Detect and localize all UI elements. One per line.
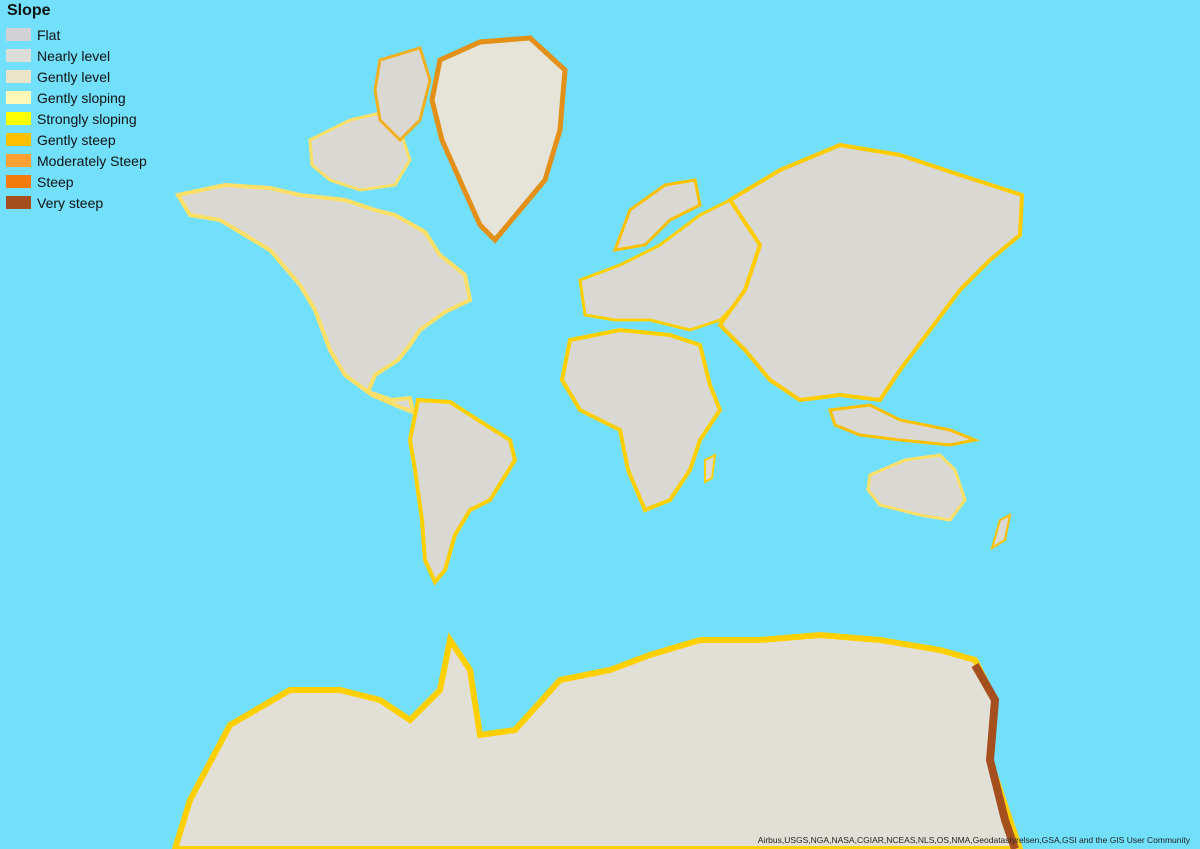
legend-item: Moderately Steep: [6, 150, 147, 171]
legend-items: Flat Nearly level Gently level Gently slopi…: [6, 24, 147, 213]
legend-swatch: [6, 28, 31, 41]
arctic-islands: [308, 110, 412, 192]
legend-swatch: [6, 91, 31, 104]
legend-swatch: [6, 196, 31, 209]
legend-label: Moderately Steep: [37, 152, 147, 169]
legend-item: Strongly sloping: [6, 108, 147, 129]
legend-item: Gently sloping: [6, 87, 147, 108]
legend-item: Flat: [6, 24, 147, 45]
new-zealand: [990, 513, 1012, 551]
north-america: [174, 182, 473, 416]
scandinavia: [612, 178, 702, 252]
asia: [717, 142, 1025, 403]
legend-label: Very steep: [37, 194, 104, 211]
attribution: Airbus,USGS,NGA,NASA,CGIAR,NCEAS,NLS,OS,…: [757, 835, 1190, 845]
legend-swatch: [6, 49, 31, 62]
legend-item: Gently level: [6, 66, 147, 87]
australia: [866, 453, 967, 522]
legend-label: Strongly sloping: [37, 110, 137, 127]
africa: [559, 327, 723, 513]
legend-label: Gently sloping: [37, 89, 126, 106]
legend-label: Gently level: [37, 68, 111, 85]
legend-swatch: [6, 133, 31, 146]
legend: Slope Flat Nearly level Gently level Gently…: [6, 2, 147, 213]
legend-label: Flat: [37, 26, 61, 43]
legend-label: Gently steep: [37, 131, 116, 148]
southeast-asia-islands: [827, 403, 981, 447]
greenland: [429, 35, 568, 244]
legend-item: Gently steep: [6, 129, 147, 150]
legend-title: Slope: [7, 2, 51, 19]
legend-swatch: [6, 154, 31, 167]
legend-item: Very steep: [6, 192, 147, 213]
legend-label: Nearly level: [37, 47, 111, 64]
legend-swatch: [6, 112, 31, 125]
legend-swatch: [6, 70, 31, 83]
antarctic-steep-edge: [971, 663, 1019, 849]
south-america: [407, 397, 518, 586]
legend-swatch: [6, 175, 31, 188]
legend-item: Steep: [6, 171, 147, 192]
legend-item: Nearly level: [6, 45, 147, 66]
legend-label: Steep: [37, 173, 74, 190]
baffin-island: [373, 46, 432, 143]
madagascar: [704, 453, 717, 484]
